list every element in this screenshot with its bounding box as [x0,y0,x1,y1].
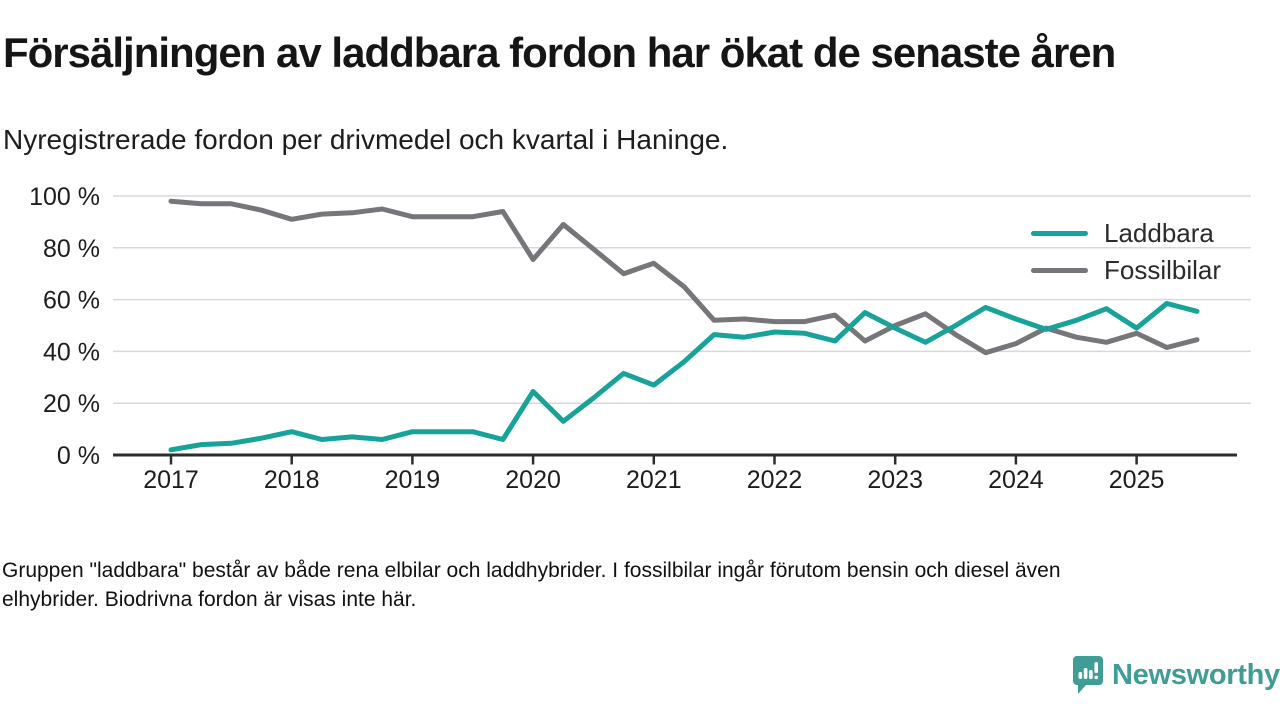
x-axis-label: 2020 [505,466,561,494]
fossilbilar-line-swatch [1031,267,1088,273]
y-axis-label: 0 % [57,442,100,470]
footnote-line-2: elhybrider. Biodrivna fordon är visas in… [2,588,417,611]
footnote: Gruppen "laddbara" består av både rena e… [2,556,1242,614]
series-line-laddbara [168,301,1200,453]
y-axis-label: 20 % [43,390,100,418]
laddbara-line-swatch [1031,230,1088,236]
legend-label: Laddbara [1104,217,1214,248]
y-axis-label: 80 % [43,235,100,263]
x-axis-label: 2024 [988,466,1044,494]
legend-item-fossilbilar: Fossilbilar [1031,255,1221,285]
y-axis-label: 60 % [43,287,100,315]
footnote-line-1: Gruppen "laddbara" består av både rena e… [2,559,1061,582]
x-axis-label: 2021 [626,466,682,494]
page-subtitle: Nyregistrerade fordon per drivmedel och … [3,124,729,155]
newsworthy-logo-text: Newsworthy [1112,658,1280,691]
y-axis-label: 40 % [43,338,100,366]
y-axis-label: 100 % [29,183,100,211]
x-axis-label: 2017 [143,466,199,494]
legend: Laddbara Fossilbilar [1031,218,1221,292]
x-axis-label: 2019 [385,466,441,494]
x-axis-label: 2018 [264,466,320,494]
legend-item-laddbara: Laddbara [1031,218,1221,248]
series-line-fossilbilar [168,198,1200,356]
x-axis-label: 2022 [747,466,803,494]
legend-label: Fossilbilar [1104,254,1222,285]
newsworthy-speech-bubble-bar-chart-icon [1073,656,1103,694]
x-axis-label: 2023 [867,466,923,494]
page-title: Försäljningen av laddbara fordon har öka… [3,29,1116,76]
newsworthy-logo: Newsworthy [1072,655,1280,695]
x-axis-label: 2025 [1109,466,1165,494]
